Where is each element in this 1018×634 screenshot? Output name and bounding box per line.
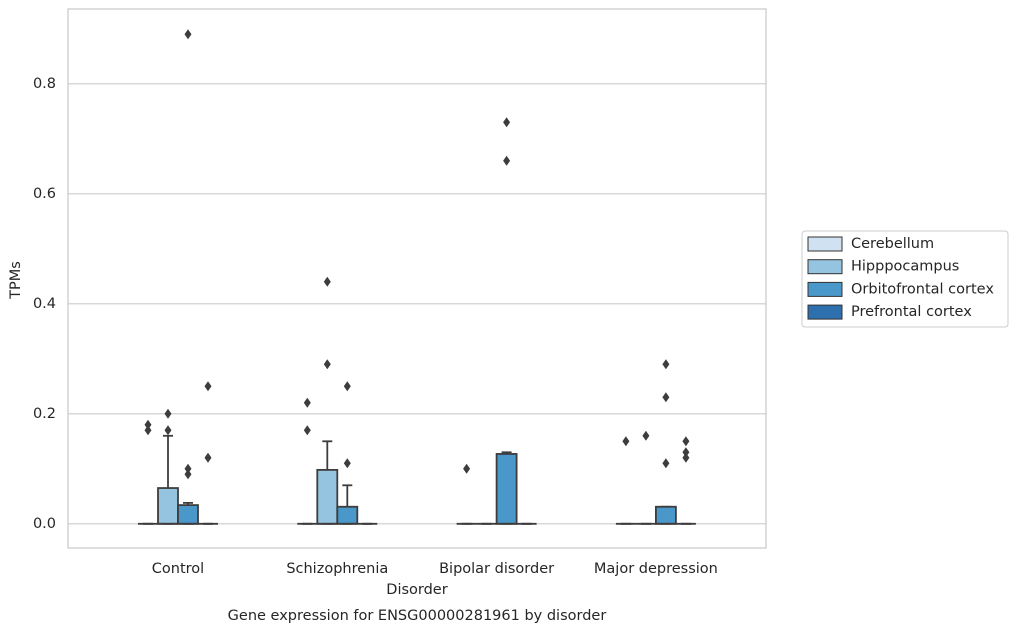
- outlier: [323, 276, 331, 287]
- outlier: [463, 463, 471, 474]
- x-tick-label: Bipolar disorder: [439, 561, 554, 577]
- outlier: [662, 392, 670, 403]
- outlier: [343, 458, 351, 469]
- y-tick-label: 0.8: [33, 76, 56, 92]
- plot-frame: [67, 8, 767, 549]
- legend-swatch: [807, 304, 843, 320]
- box: [655, 505, 677, 525]
- outlier: [503, 117, 511, 128]
- outlier: [662, 458, 670, 469]
- outlier: [164, 425, 172, 436]
- y-tick-label: 0.4: [33, 296, 56, 312]
- chart-title: Gene expression for ENSG00000281961 by d…: [228, 608, 607, 624]
- outlier: [204, 452, 212, 463]
- box: [495, 453, 518, 525]
- outlier: [622, 436, 630, 447]
- outlier: [184, 463, 192, 474]
- outlier: [323, 359, 331, 370]
- y-tick-label: 0.2: [33, 406, 56, 422]
- box: [177, 504, 199, 525]
- outlier: [303, 425, 311, 436]
- x-tick-label: Schizophrenia: [286, 561, 388, 577]
- legend-label: Orbitofrontal cortex: [851, 281, 994, 297]
- outlier: [682, 447, 690, 458]
- y-tick-label: 0.0: [33, 516, 56, 532]
- box: [316, 468, 339, 525]
- outlier: [682, 452, 690, 463]
- legend-label: Hipppocampus: [851, 259, 959, 275]
- outlier: [303, 397, 311, 408]
- legend-label: Cerebellum: [851, 236, 934, 252]
- outlier: [184, 29, 192, 40]
- y-tick-label: 0.6: [33, 186, 56, 202]
- y-axis-label: TPMs: [8, 261, 24, 300]
- outlier: [144, 425, 152, 436]
- x-axis-label: Disorder: [386, 582, 447, 598]
- legend-swatch: [807, 281, 843, 297]
- outlier: [343, 381, 351, 392]
- box: [336, 505, 359, 525]
- legend-swatch: [807, 236, 843, 252]
- outlier: [662, 359, 670, 370]
- box: [157, 487, 179, 525]
- outlier: [503, 155, 511, 166]
- outlier: [164, 408, 172, 419]
- x-tick-label: Major depression: [594, 561, 718, 577]
- x-tick-label: Control: [152, 561, 204, 577]
- outlier: [184, 469, 192, 480]
- legend-swatch: [807, 259, 843, 275]
- outlier: [204, 381, 212, 392]
- outlier: [642, 430, 650, 441]
- outlier: [682, 436, 690, 447]
- legend-label: Prefrontal cortex: [851, 304, 972, 320]
- outlier: [144, 419, 152, 430]
- legend-frame: [801, 230, 1009, 328]
